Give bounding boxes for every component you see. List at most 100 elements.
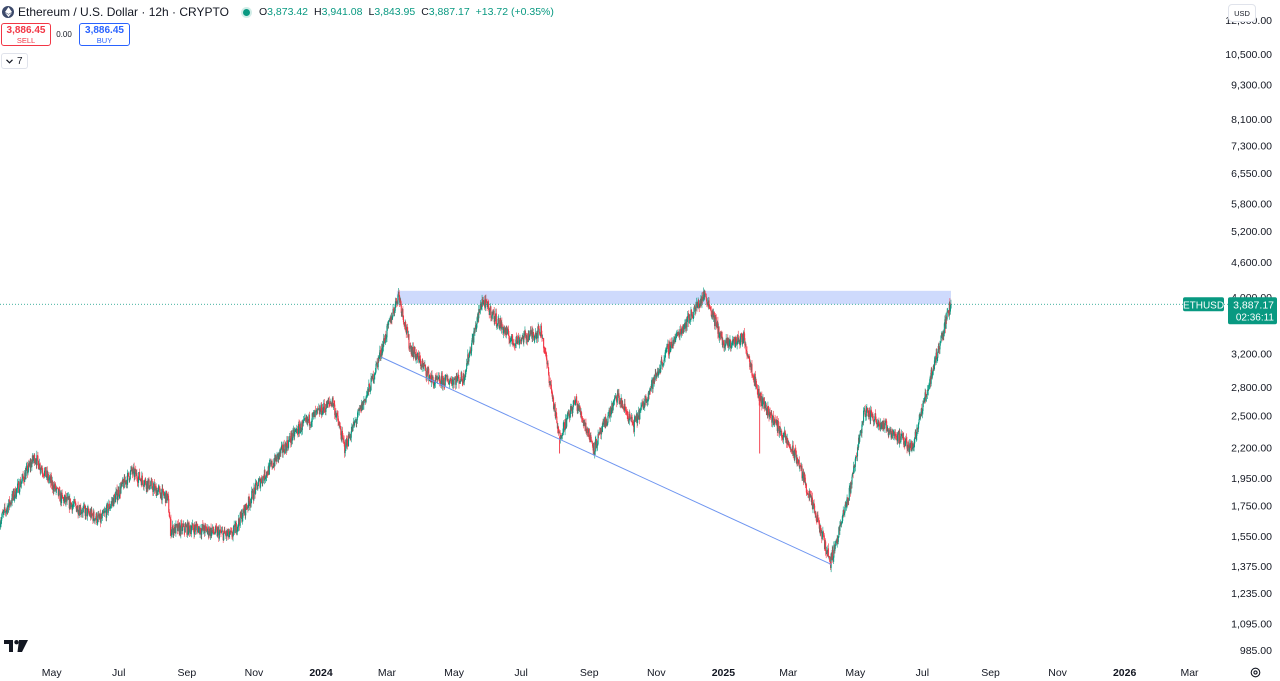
candle-body xyxy=(496,323,499,326)
candle-body xyxy=(562,432,564,435)
candle-body xyxy=(346,439,348,446)
candle-body xyxy=(111,501,113,504)
candle-body xyxy=(447,378,449,383)
symbol-title[interactable]: Ethereum / U.S. Dollar · 12h · CRYPTO xyxy=(18,5,229,19)
change-value: +13.72 (+0.35%) xyxy=(475,6,554,18)
drawings[interactable] xyxy=(0,303,1228,565)
candle-body xyxy=(928,385,930,390)
candle-body xyxy=(874,419,876,421)
candle-body xyxy=(370,377,372,391)
time-axis[interactable]: Mar May Jul Sep Nov 2024 Mar May Jul Sep Nov 2025 Ma… xyxy=(0,667,1199,679)
candle-body xyxy=(710,309,712,311)
resistance-zone-box[interactable] xyxy=(396,290,951,305)
time-tick-label: 2025 xyxy=(712,667,736,679)
candle-body xyxy=(513,343,515,345)
candle-body xyxy=(616,393,618,403)
candle-body xyxy=(292,429,294,438)
candle-body xyxy=(937,351,939,358)
candle-body xyxy=(480,305,483,309)
candle-body xyxy=(875,419,877,422)
candle-body xyxy=(169,516,171,519)
candle-body xyxy=(949,302,951,312)
candle-body xyxy=(936,357,938,359)
candle-body xyxy=(252,490,254,500)
candle-body xyxy=(668,353,670,355)
candle-body xyxy=(799,465,801,467)
sell-button[interactable]: 3,886.45 SELL xyxy=(1,23,51,46)
candle-body xyxy=(205,525,207,527)
candle-body xyxy=(900,436,902,442)
candle-body xyxy=(54,484,57,491)
currency-button[interactable]: USD xyxy=(1228,4,1256,22)
candle-body xyxy=(859,435,861,442)
candle-body xyxy=(227,533,229,536)
candle-body xyxy=(582,418,584,423)
candle-body xyxy=(788,443,790,446)
candle-body xyxy=(401,312,403,314)
candle-body xyxy=(932,371,934,374)
time-tick-label: 2026 xyxy=(1113,667,1137,679)
candle-body xyxy=(574,399,577,406)
candle-body xyxy=(265,476,267,478)
candle-body xyxy=(476,324,478,330)
candle-body xyxy=(904,441,906,446)
candle-body xyxy=(813,503,815,506)
price-axis[interactable]: 12,000.0010,500.009,300.008,100.007,300.… xyxy=(1225,15,1272,657)
candle-body xyxy=(216,527,218,529)
time-tick-label: May xyxy=(444,667,465,679)
candle-body xyxy=(590,435,592,441)
candle-body xyxy=(556,423,558,429)
candle-body xyxy=(865,416,867,418)
tradingview-logo-icon[interactable] xyxy=(4,640,28,655)
indicators-toggle[interactable]: 7 xyxy=(1,53,28,69)
candle-body xyxy=(891,434,893,438)
candles xyxy=(0,287,952,573)
candle-body xyxy=(544,348,546,352)
candle-body xyxy=(821,532,823,540)
candle-body xyxy=(606,422,608,426)
settings-icon[interactable] xyxy=(1250,667,1261,681)
candle-body xyxy=(769,412,771,415)
candle-body xyxy=(402,309,404,316)
candle-body xyxy=(139,472,141,480)
candle-body xyxy=(783,431,785,435)
candle-body xyxy=(493,310,495,322)
candle-body xyxy=(214,526,217,534)
candle-body xyxy=(688,318,690,324)
candle-body xyxy=(450,379,452,384)
candle-body xyxy=(837,537,839,542)
price-tick-label: 5,800.00 xyxy=(1231,198,1272,210)
open-value: 3,873.42 xyxy=(267,6,309,18)
candle-body xyxy=(43,475,45,477)
candle-body xyxy=(564,428,566,431)
candle-body xyxy=(756,388,759,395)
candle-body xyxy=(538,328,540,332)
spread-value: 0.00 xyxy=(56,30,72,39)
candle-body xyxy=(551,392,553,399)
candle-body xyxy=(47,473,49,481)
candle-body xyxy=(393,308,395,311)
candle-body xyxy=(301,430,303,432)
candle-body xyxy=(191,525,193,530)
candle-body xyxy=(943,333,945,337)
candle-body xyxy=(633,419,635,432)
candle-body xyxy=(289,435,291,441)
candle-body xyxy=(483,300,485,304)
candle-body xyxy=(253,487,255,500)
candle-body xyxy=(671,342,673,348)
candle-body xyxy=(545,351,547,353)
candle-body xyxy=(841,520,843,523)
candle-body xyxy=(875,413,877,420)
candle-body xyxy=(264,470,266,479)
candle-body xyxy=(878,420,880,424)
candle-body xyxy=(908,444,910,447)
candle-body xyxy=(869,410,871,414)
candle-body xyxy=(440,375,442,386)
candle-body xyxy=(686,318,688,328)
resistance-zone[interactable] xyxy=(396,290,951,305)
candle-body xyxy=(787,443,789,446)
candle-body xyxy=(715,317,717,327)
buy-button[interactable]: 3,886.45 BUY xyxy=(79,23,130,46)
support-trendline[interactable] xyxy=(381,356,832,565)
